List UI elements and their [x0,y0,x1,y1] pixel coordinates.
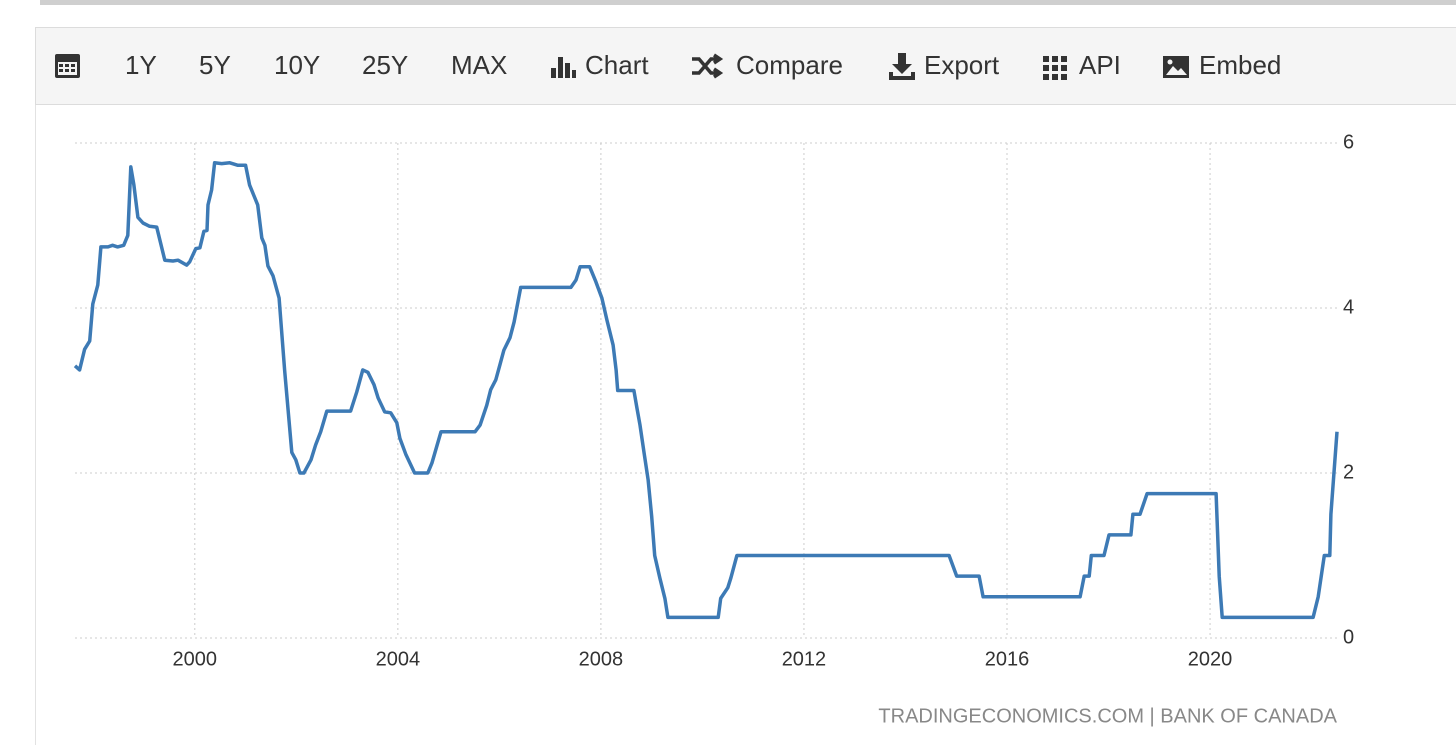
toolbar [35,27,1456,105]
top-strip [40,0,1456,5]
range-button[interactable]: 25Y [362,50,408,80]
api-button[interactable]: API [1079,50,1121,80]
calendar-days [59,64,75,72]
chart-button[interactable]: Chart [585,50,649,80]
x-tick-label: 2016 [985,648,1030,670]
source-text: TRADINGECONOMICS.COM | BANK OF CANADA [878,705,1337,727]
embed-icon-sun [1167,59,1173,65]
x-tick-label: 2000 [173,648,218,670]
calendar-face [58,62,77,75]
range-button[interactable]: MAX [451,50,507,80]
x-tick-label: 2012 [782,648,827,670]
range-button[interactable]: 1Y [125,50,157,80]
y-tick-label: 4 [1343,296,1354,318]
export-button[interactable]: Export [924,50,1000,80]
embed-button[interactable]: Embed [1199,50,1281,80]
y-tick-label: 6 [1343,131,1354,153]
embed-icon-mountain [1166,66,1187,75]
calendar-button[interactable] [55,54,80,78]
rate-line [73,161,1339,620]
range-button[interactable]: 10Y [274,50,320,80]
x-tick-label: 2008 [579,648,624,670]
export-icon [889,53,915,80]
x-tick-label: 2020 [1188,648,1233,670]
range-button[interactable]: 5Y [199,50,231,80]
y-tick-label: 0 [1343,626,1354,648]
api-icon [1043,56,1067,80]
compare-button[interactable]: Compare [736,50,843,80]
x-tick-label: 2004 [376,648,421,670]
chart-icon [551,57,576,78]
compare-icon [692,53,724,79]
y-tick-label: 2 [1343,461,1354,483]
